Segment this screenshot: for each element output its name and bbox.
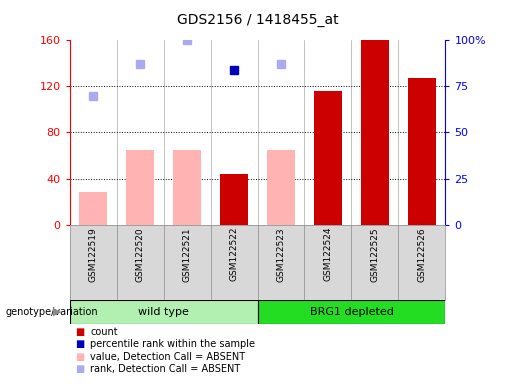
Text: ■: ■ <box>75 339 84 349</box>
Text: GSM122522: GSM122522 <box>230 227 238 281</box>
Bar <box>70 300 258 324</box>
Text: rank, Detection Call = ABSENT: rank, Detection Call = ABSENT <box>90 364 241 374</box>
Bar <box>220 174 248 225</box>
Text: wild type: wild type <box>138 307 189 317</box>
Text: value, Detection Call = ABSENT: value, Detection Call = ABSENT <box>90 352 245 362</box>
Text: genotype/variation: genotype/variation <box>5 307 98 317</box>
Bar <box>314 91 342 225</box>
Text: GSM122521: GSM122521 <box>182 227 192 281</box>
Bar <box>361 40 389 225</box>
Bar <box>258 300 445 324</box>
Text: GSM122523: GSM122523 <box>277 227 285 281</box>
Text: GSM122525: GSM122525 <box>370 227 380 281</box>
Bar <box>173 150 201 225</box>
Text: ▶: ▶ <box>53 307 62 317</box>
Text: count: count <box>90 327 118 337</box>
Text: GSM122519: GSM122519 <box>89 227 97 281</box>
Text: GDS2156 / 1418455_at: GDS2156 / 1418455_at <box>177 13 338 27</box>
Bar <box>126 150 154 225</box>
Text: ■: ■ <box>75 352 84 362</box>
Text: ■: ■ <box>75 364 84 374</box>
Bar <box>79 192 107 225</box>
Text: GSM122524: GSM122524 <box>323 227 333 281</box>
Text: percentile rank within the sample: percentile rank within the sample <box>90 339 255 349</box>
Text: ■: ■ <box>75 327 84 337</box>
Text: BRG1 depleted: BRG1 depleted <box>310 307 393 317</box>
Bar <box>408 78 436 225</box>
Text: GSM122520: GSM122520 <box>135 227 145 281</box>
Bar <box>267 150 295 225</box>
Text: GSM122526: GSM122526 <box>418 227 426 281</box>
